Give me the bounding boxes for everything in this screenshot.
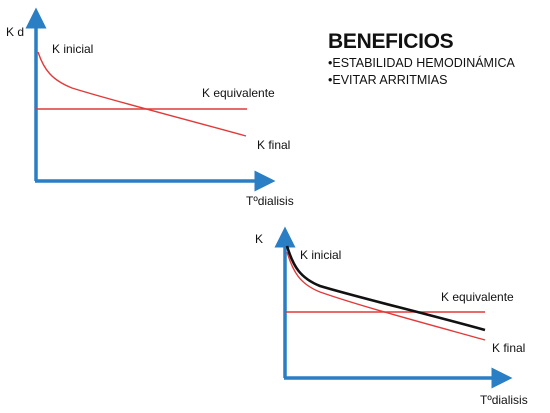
bottom-k-black-decay-curve xyxy=(285,245,486,332)
benefits-title: BENEFICIOS xyxy=(328,30,454,53)
top-x-axis-label: Tºdialisis xyxy=(246,194,294,208)
top-y-axis-label: K d xyxy=(6,25,25,39)
top-k-initial-label: K inicial xyxy=(52,42,94,56)
bottom-x-axis-label: Tºdialisis xyxy=(480,393,528,407)
benefit-item: •ESTABILIDAD HEMODINÁMICA xyxy=(328,56,515,70)
benefit-item: •EVITAR ARRITMIAS xyxy=(328,73,448,87)
top-k-equivalent-label: K equivalente xyxy=(202,86,275,100)
bottom-k-equivalent-label: K equivalente xyxy=(441,290,514,304)
top-k-final-label: K final xyxy=(257,138,291,152)
bottom-k-final-label: K final xyxy=(492,341,526,355)
bottom-y-axis-label: K xyxy=(255,232,264,246)
bottom-k-initial-label: K inicial xyxy=(300,248,342,262)
bottom-k-red-decay-curve xyxy=(286,251,486,341)
top-k-decay-curve xyxy=(37,51,247,137)
